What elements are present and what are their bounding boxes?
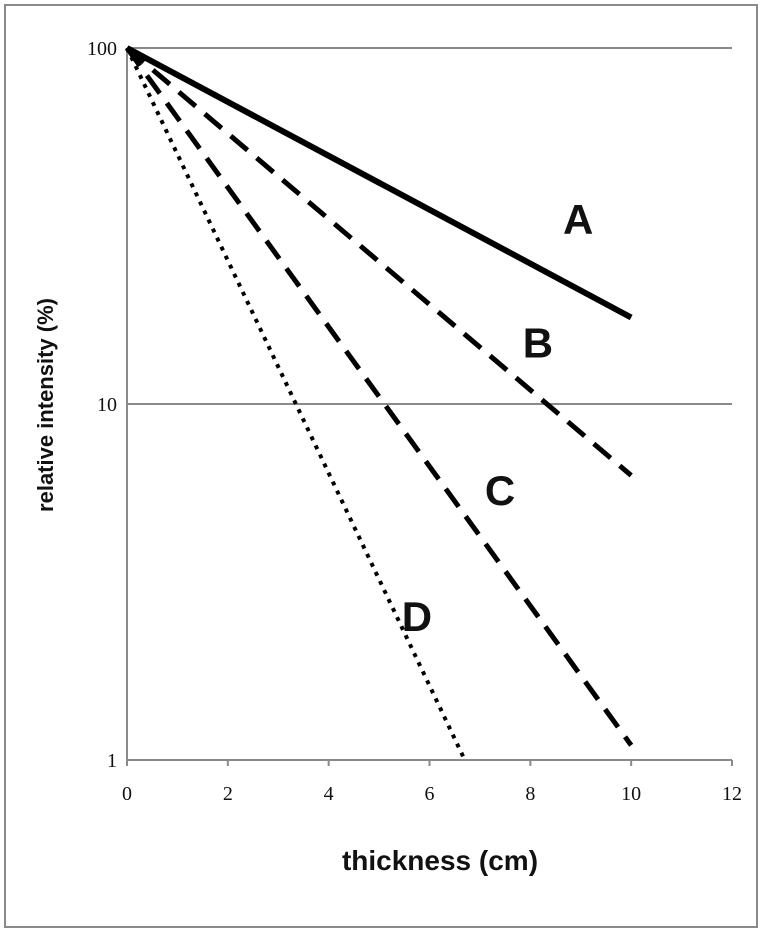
series-line-a: [125, 45, 633, 321]
series-label-a: A: [563, 196, 593, 243]
series-label-d: D: [402, 593, 432, 640]
chart-frame: [4, 4, 758, 928]
x-axis-title: thickness (cm): [342, 845, 538, 876]
y-axis-title: relative intensity (%): [33, 298, 58, 512]
y-tick-label: 100: [87, 38, 117, 60]
label-layer: A B C D: [402, 196, 594, 640]
series-line-b: [125, 46, 633, 478]
grid-layer: [127, 47, 732, 405]
x-tick-label: 8: [525, 783, 535, 805]
tick-layer: 1 10 100 0 2 4 6 8 10 12: [87, 38, 742, 805]
x-tick-label: 10: [621, 783, 641, 805]
y-tick-label: 10: [97, 394, 117, 416]
series-line-c: [124, 46, 634, 747]
x-tick-label: 6: [425, 783, 435, 805]
x-tick-label: 2: [223, 783, 233, 805]
x-tick-label: 0: [122, 783, 132, 805]
y-tick-label: 1: [107, 750, 117, 772]
series-line-d: [125, 47, 467, 761]
series-label-b: B: [523, 320, 553, 367]
series-label-c: C: [485, 467, 515, 514]
x-tick-label: 4: [324, 783, 334, 805]
series-layer: [124, 45, 634, 761]
x-tick-label: 12: [722, 783, 742, 805]
